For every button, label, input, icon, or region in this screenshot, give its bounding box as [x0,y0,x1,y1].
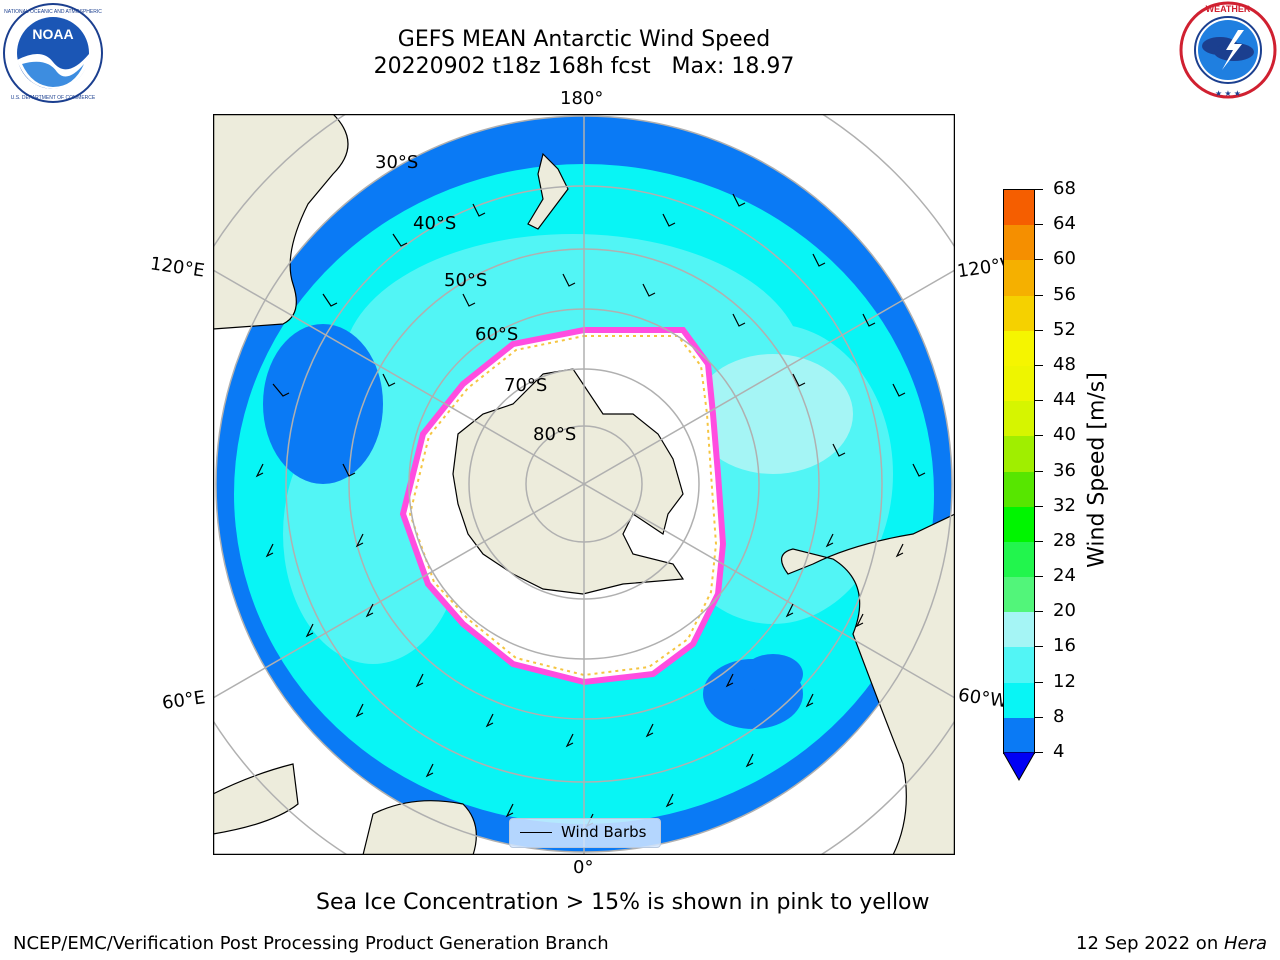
svg-text:★ ★ ★: ★ ★ ★ [1215,89,1241,98]
colorbar-tick-mark [1035,470,1043,472]
meridian-label-top: 180° [560,88,604,109]
colorbar-segment [1004,541,1034,578]
colorbar-tick-label: 20 [1053,600,1076,622]
colorbar-tick-label: 48 [1053,353,1076,375]
colorbar-segment [1004,471,1034,507]
meridian-label-bottom: 0° [573,857,594,878]
land-antarctica [452,368,685,595]
colorbar-segment [1004,647,1034,683]
colorbar-tick-mark [1035,224,1043,226]
colorbar-tick-mark [1035,752,1043,753]
svg-text:NATIONAL OCEANIC AND ATMOSPHER: NATIONAL OCEANIC AND ATMOSPHERIC [4,9,102,15]
meridian-label-upper-left: 120°E [148,253,206,282]
colorbar-segment [1004,717,1034,753]
colorbar-segment [1004,330,1034,366]
colorbar-tick-mark [1035,435,1043,437]
colorbar-segment [1004,436,1034,472]
colorbar-tick-mark [1035,611,1043,613]
colorbar-tick-label: 40 [1053,424,1076,446]
colorbar-tick-mark [1035,329,1043,331]
latitude-label-70s: 70°S [504,375,548,396]
noaa-logo: NOAA NATIONAL OCEANIC AND ATMOSPHERIC U.… [3,3,103,103]
latitude-label-60s: 60°S [475,324,519,345]
latitude-label-80s: 80°S [533,424,577,445]
colorbar-tick-mark [1035,505,1043,507]
colorbar-segment [1004,506,1034,542]
colorbar-segment [1004,190,1034,226]
colorbar-tick-label: 8 [1053,705,1065,727]
colorbar-tick-label: 56 [1053,283,1076,305]
colorbar-tick-label: 64 [1053,213,1076,235]
colorbar-tick-label: 12 [1053,670,1076,692]
colorbar-segment [1004,577,1034,613]
colorbar-tick-mark [1035,259,1043,261]
latitude-label-40s: 40°S [413,213,457,234]
colorbar-segment [1004,225,1034,261]
colorbar-tick-mark [1035,576,1043,578]
nws-logo: WEATHER ★ ★ ★ [1179,1,1277,99]
colorbar-tick-label: 68 [1053,178,1076,199]
colorbar-segment [1004,295,1034,331]
svg-text:WEATHER: WEATHER [1206,4,1251,14]
legend-label: Wind Barbs [561,823,647,841]
svg-text:U.S. DEPARTMENT OF COMMERCE: U.S. DEPARTMENT OF COMMERCE [11,95,96,101]
svg-text:NOAA: NOAA [32,26,73,42]
meridian-label-lower-left: 60°E [160,687,207,714]
colorbar-tick-mark [1035,294,1043,296]
colorbar-tick-mark [1035,681,1043,683]
colorbar-tick-label: 24 [1053,565,1076,587]
legend-line-sample [520,832,552,833]
footer-date: 12 Sep 2022 on [1076,933,1224,954]
colorbar-tick-label: 4 [1053,741,1065,762]
colorbar-tick-mark [1035,646,1043,648]
sea-ice-caption: Sea Ice Concentration > 15% is shown in … [316,890,930,915]
wind-barbs [255,193,926,828]
colorbar-tick-label: 44 [1053,389,1076,411]
wind-barbs-legend: Wind Barbs [509,818,661,848]
colorbar-segment [1004,260,1034,296]
colorbar-tick-label: 52 [1053,318,1076,340]
colorbar-tick-label: 60 [1053,248,1076,270]
colorbar-segment [1004,365,1034,402]
colorbar-tick-mark [1035,400,1043,402]
land-south-america-west [213,763,299,835]
colorbar-segment [1004,682,1034,718]
wind-band-16-20 [693,354,853,474]
colorbar-tick-label: 36 [1053,459,1076,481]
latitude-label-50s: 50°S [444,270,488,291]
colorbar-tick-mark [1035,364,1043,366]
colorbar-segments [1004,190,1034,753]
colorbar-tick-mark [1035,540,1043,542]
colorbar-segment [1004,612,1034,648]
meridian-label-lower-right: 60°W [956,684,1009,713]
colorbar-tick-mark [1035,189,1043,190]
latitude-label-30s: 30°S [375,152,419,173]
colorbar-extend-triangle [1003,752,1035,782]
colorbar-tick-label: 16 [1053,635,1076,657]
colorbar-tick-mark [1035,716,1043,718]
footer-host: Hera [1223,933,1267,954]
footer-left: NCEP/EMC/Verification Post Processing Pr… [13,933,609,954]
colorbar [1003,189,1035,754]
chart-title-line-2: 20220902 t18z 168h fcst Max: 18.97 [373,54,795,79]
colorbar-segment [1004,401,1034,437]
colorbar-label: Wind Speed [m/s] [1084,372,1110,568]
footer-right: 12 Sep 2022 on Hera [1076,933,1267,954]
colorbar-tick-label: 28 [1053,529,1076,551]
polar-map [213,114,955,855]
chart-title-line-1: GEFS MEAN Antarctic Wind Speed [397,27,771,52]
colorbar-tick-label: 32 [1053,494,1076,516]
land-new-zealand [527,152,569,230]
